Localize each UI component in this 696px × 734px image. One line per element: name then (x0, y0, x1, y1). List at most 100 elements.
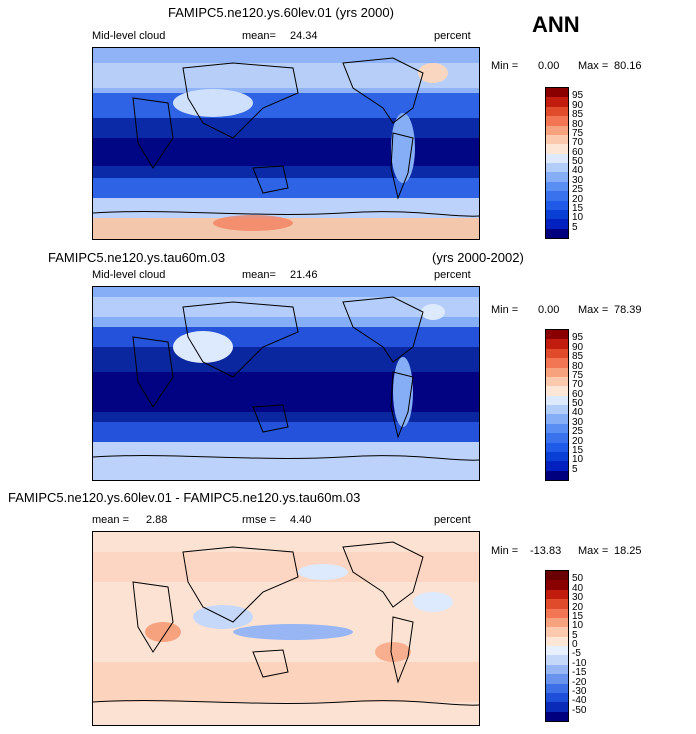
colorbar-swatch (546, 655, 568, 665)
panel2-variable: Mid-level cloud (92, 269, 166, 281)
colorbar-tick-label: 90 (572, 99, 584, 111)
colorbar-swatch (546, 163, 568, 173)
colorbar-tick-label: -10 (572, 657, 587, 669)
colorbar-swatch (546, 423, 568, 434)
colorbar-tick-label: 10 (572, 454, 584, 466)
colorbar-tick-label: 10 (572, 212, 584, 224)
panel2-map (92, 286, 480, 481)
panel1-colorbar (545, 87, 569, 239)
colorbar-tick-label: 10 (572, 620, 584, 632)
colorbar-swatch (546, 330, 568, 340)
colorbar-swatch (546, 711, 568, 721)
colorbar-tick-label: 75 (572, 369, 584, 381)
colorbar-swatch (546, 433, 568, 443)
colorbar-swatch (546, 134, 568, 145)
colorbar-swatch (546, 571, 568, 581)
colorbar-tick-label: 5 (572, 629, 578, 641)
colorbar-swatch (546, 106, 568, 117)
colorbar-tick-label: -20 (572, 676, 587, 688)
colorbar-swatch (546, 219, 568, 229)
colorbar-tick-label: 85 (572, 351, 584, 363)
panel1-title: FAMIPC5.ne120.ys.60lev.01 (yrs 2000) (168, 5, 394, 20)
colorbar-tick-label: 75 (572, 127, 584, 139)
colorbar-swatch (546, 683, 568, 693)
colorbar-swatch (546, 153, 568, 163)
colorbar-swatch (546, 664, 568, 675)
panel3-max-value: 18.25 (614, 545, 642, 557)
colorbar-tick-label: 15 (572, 444, 584, 456)
panel2-units: percent (434, 269, 471, 281)
colorbar-swatch (546, 144, 568, 154)
panel1-units: percent (434, 30, 471, 42)
colorbar-swatch (546, 367, 568, 377)
colorbar-swatch (546, 470, 568, 480)
colorbar-tick-label: 30 (572, 592, 584, 604)
colorbar-swatch (546, 358, 568, 368)
panel1-max-value: 80.16 (614, 60, 642, 72)
colorbar-tick-label: 20 (572, 435, 584, 447)
panel3-units: percent (434, 514, 471, 526)
colorbar-tick-label: 25 (572, 184, 584, 196)
panel1-min-value: 0.00 (538, 60, 560, 72)
colorbar-swatch (546, 88, 568, 98)
colorbar-swatch (546, 209, 568, 220)
colorbar-swatch (546, 599, 568, 609)
colorbar-swatch (546, 461, 568, 471)
colorbar-tick-label: 30 (572, 416, 584, 428)
colorbar-tick-label: 90 (572, 341, 584, 353)
panel1-variable: Mid-level cloud (92, 30, 166, 42)
colorbar-swatch (546, 580, 568, 590)
season-label: ANN (532, 12, 580, 37)
colorbar-swatch (546, 414, 568, 424)
colorbar-tick-label: -50 (572, 704, 587, 716)
colorbar-tick-label: 70 (572, 137, 584, 149)
colorbar-tick-label: -5 (572, 648, 581, 660)
panel3-min-value: -13.83 (530, 545, 562, 557)
colorbar-tick-label: 40 (572, 582, 584, 594)
panel2-mean-label: mean= (242, 269, 276, 281)
panel3-rmse-label: rmse = (242, 514, 276, 526)
colorbar-swatch (546, 627, 568, 637)
colorbar-tick-label: 50 (572, 398, 584, 409)
colorbar-swatch (546, 692, 568, 703)
colorbar-swatch (546, 646, 568, 656)
colorbar-swatch (546, 608, 568, 618)
panel3-max-label: Max = (578, 545, 609, 557)
colorbar-swatch (546, 172, 568, 182)
colorbar-swatch (546, 589, 568, 600)
panel1-max-label: Max = (578, 60, 609, 72)
colorbar-swatch (546, 442, 568, 452)
panel1-map (92, 47, 480, 240)
panel2-max-value: 78.39 (614, 304, 642, 316)
colorbar-tick-label: 40 (572, 407, 584, 419)
colorbar-swatch (546, 200, 568, 210)
panel2-min-label: Min = (491, 304, 519, 316)
colorbar-tick-label: 0 (572, 639, 578, 650)
panel3-rmse-value: 4.40 (290, 514, 312, 526)
colorbar-tick-label: 40 (572, 165, 584, 177)
colorbar-tick-label: 60 (572, 146, 584, 158)
panel3-map (92, 531, 480, 726)
colorbar-tick-label: 60 (572, 388, 584, 400)
colorbar-swatch (546, 97, 568, 107)
colorbar-tick-label: -40 (572, 695, 587, 707)
colorbar-tick-label: 80 (572, 118, 584, 130)
colorbar-tick-label: -15 (572, 667, 587, 679)
panel2-mean-value: 21.46 (290, 269, 318, 281)
panel2-title: FAMIPC5.ne120.ys.tau60m.03 (48, 250, 226, 265)
colorbar-swatch (546, 339, 568, 349)
panel2-colorbar (545, 329, 569, 481)
colorbar-tick-label: 5 (572, 463, 578, 475)
panel2-max-label: Max = (578, 304, 609, 316)
panel2-min-value: 0.00 (538, 304, 560, 316)
colorbar-swatch (546, 702, 568, 712)
colorbar-tick-label: 95 (572, 332, 584, 344)
colorbar-swatch (546, 181, 568, 192)
colorbar-tick-label: 25 (572, 426, 584, 438)
colorbar-tick-label: 20 (572, 601, 584, 613)
colorbar-swatch (546, 405, 568, 415)
panel3-min-label: Min = (491, 545, 519, 557)
panel3-title: FAMIPC5.ne120.ys.60lev.01 - FAMIPC5.ne12… (8, 490, 361, 505)
colorbar-tick-label: 70 (572, 379, 584, 391)
colorbar-tick-label: 50 (572, 156, 584, 167)
